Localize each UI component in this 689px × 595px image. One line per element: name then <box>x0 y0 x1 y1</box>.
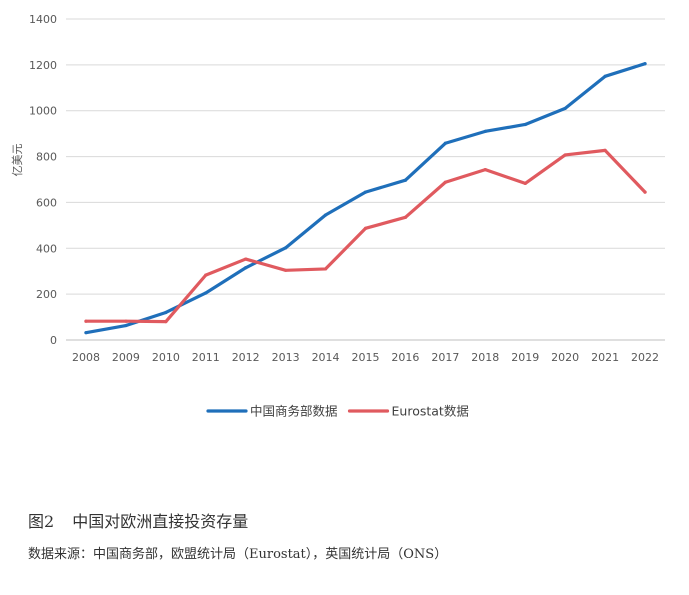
figure-caption: 图2 中国对欧洲直接投资存量 <box>28 508 248 532</box>
data-point <box>603 74 607 78</box>
data-point <box>483 168 487 172</box>
legend-label-1: 中国商务部数据 <box>250 404 338 419</box>
data-point <box>403 178 408 182</box>
data-point <box>643 62 647 66</box>
data-point <box>603 148 607 152</box>
y-axis-title: 亿美元 <box>11 144 24 177</box>
x-tick-label: 2015 <box>352 351 380 364</box>
x-tick-label: 2022 <box>631 351 659 364</box>
data-point <box>363 226 368 230</box>
x-tick-label: 2010 <box>152 351 180 364</box>
x-tick-label: 2009 <box>112 351 140 364</box>
x-tick-label: 2014 <box>312 351 340 364</box>
data-point <box>244 257 248 261</box>
data-point <box>323 267 328 271</box>
figure-number: 图2 <box>28 512 55 531</box>
y-axis-ticks: 0 200 400 600 800 1000 1200 1400 <box>29 13 57 347</box>
y-tick-label: 1000 <box>29 105 57 118</box>
data-point <box>443 180 447 184</box>
data-point <box>483 129 487 133</box>
series-lines <box>84 62 647 335</box>
data-point <box>164 310 168 315</box>
gridlines <box>66 18 665 341</box>
y-tick-label: 1200 <box>29 59 57 72</box>
data-source-note: 数据来源：中国商务部，欧盟统计局（Eurostat），英国统计局（ONS） <box>28 547 448 562</box>
y-tick-label: 600 <box>36 196 57 209</box>
data-point <box>164 320 168 324</box>
series-line-2 <box>84 148 647 324</box>
x-tick-label: 2017 <box>431 351 459 364</box>
y-tick-label: 800 <box>36 151 57 164</box>
data-point <box>124 319 128 323</box>
data-point <box>523 181 527 185</box>
data-point <box>124 323 128 328</box>
data-point <box>363 190 368 194</box>
x-tick-label: 2013 <box>272 351 300 364</box>
y-tick-label: 1400 <box>29 13 57 26</box>
x-tick-label: 2012 <box>232 351 260 364</box>
data-point <box>284 246 288 250</box>
data-point <box>523 122 527 127</box>
x-tick-label: 2011 <box>192 351 220 364</box>
y-tick-label: 200 <box>36 288 57 301</box>
data-point <box>643 190 647 194</box>
data-point <box>84 331 88 335</box>
legend-label-2: Eurostat数据 <box>392 404 469 419</box>
x-tick-label: 2008 <box>72 351 100 364</box>
data-point <box>244 266 248 270</box>
data-point <box>204 273 208 277</box>
figure-title: 中国对欧洲直接投资存量 <box>72 512 249 531</box>
x-tick-label: 2018 <box>471 351 499 364</box>
x-tick-label: 2016 <box>391 351 419 364</box>
series-line-1 <box>84 62 647 335</box>
data-point <box>563 153 567 157</box>
x-tick-label: 2020 <box>551 351 579 364</box>
data-point <box>563 106 567 111</box>
data-point <box>403 215 408 219</box>
data-point <box>84 319 88 323</box>
y-tick-label: 0 <box>50 334 57 347</box>
x-tick-label: 2019 <box>511 351 539 364</box>
data-point <box>284 268 288 272</box>
y-tick-label: 400 <box>36 242 57 255</box>
data-point <box>204 291 208 295</box>
legend: 中国商务部数据 Eurostat数据 <box>206 404 469 419</box>
data-point <box>323 213 328 217</box>
data-point <box>443 141 447 145</box>
x-tick-label: 2021 <box>591 351 619 364</box>
x-axis-ticks: 2008 2009 2010 2011 2012 2013 2014 2015 2016 2017… <box>72 351 659 364</box>
